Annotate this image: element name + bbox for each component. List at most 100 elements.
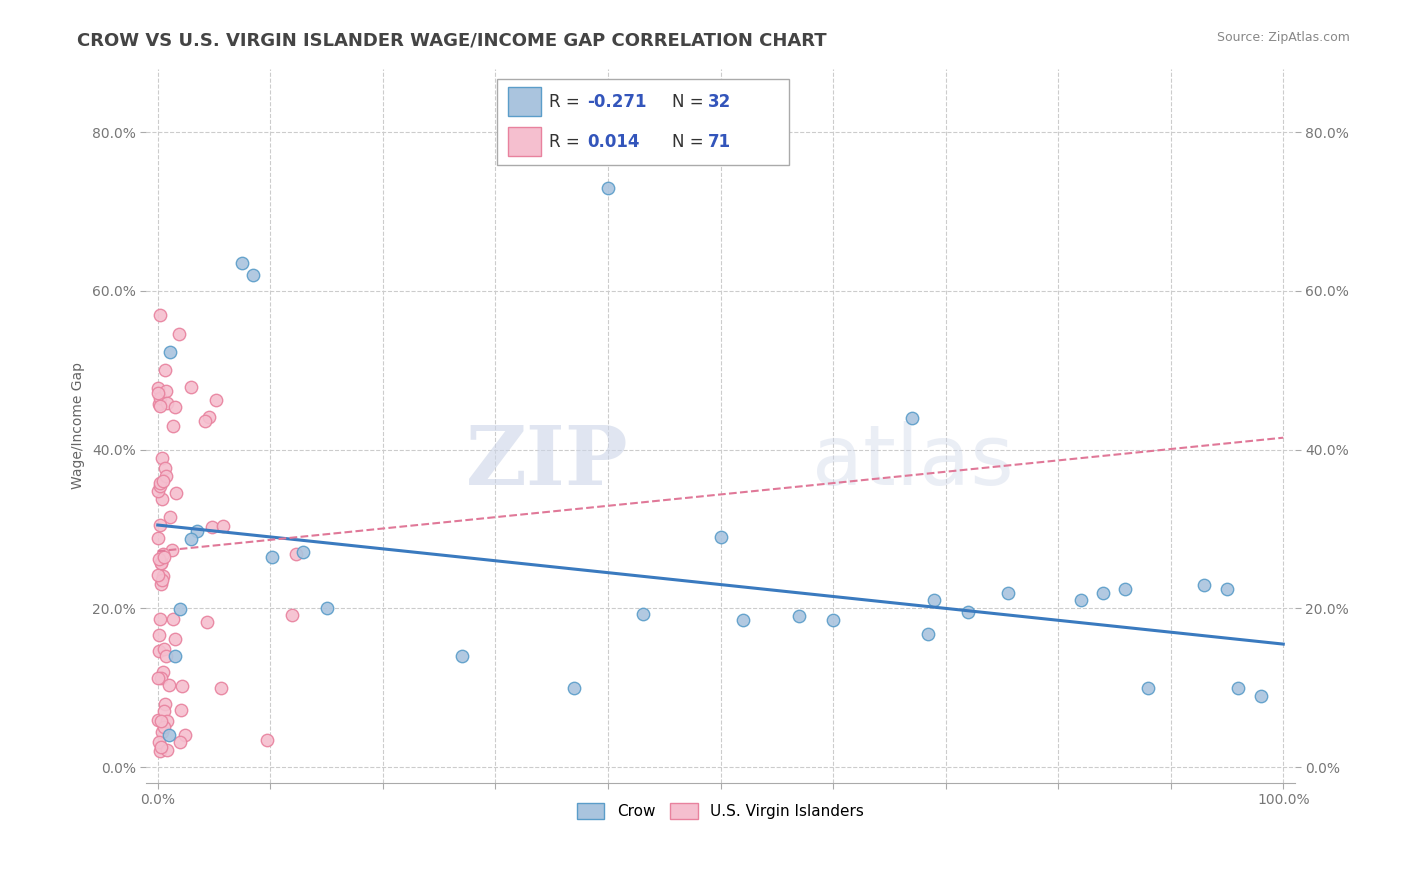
Point — [167, 327, 190, 342]
Point — [156, 395, 179, 409]
Legend: Crow, U.S. Virgin Islanders: Crow, U.S. Virgin Islanders — [571, 797, 870, 825]
Point — [149, 744, 172, 758]
Point — [150, 573, 173, 587]
Point — [157, 678, 180, 692]
Point — [162, 419, 184, 434]
Point — [1070, 593, 1092, 607]
Point — [292, 545, 315, 559]
Point — [450, 648, 472, 663]
Point — [901, 410, 924, 425]
Point — [211, 519, 233, 533]
Point — [156, 714, 179, 728]
Point — [787, 609, 810, 624]
Point — [709, 530, 731, 544]
Point — [209, 681, 232, 695]
Point — [562, 681, 585, 695]
Point — [596, 180, 619, 194]
Point — [152, 549, 174, 564]
Point — [197, 615, 219, 629]
Point — [165, 632, 187, 646]
Point — [159, 344, 181, 359]
Point — [146, 713, 169, 727]
Point — [997, 585, 1019, 599]
Point — [150, 671, 173, 685]
Point — [205, 393, 228, 408]
Point — [169, 602, 191, 616]
Point — [148, 628, 170, 642]
Point — [148, 552, 170, 566]
Point — [148, 643, 170, 657]
Point — [186, 524, 208, 538]
Point — [153, 363, 176, 377]
Point — [159, 510, 181, 524]
Point — [148, 531, 170, 545]
Point — [150, 491, 173, 506]
Point — [148, 397, 170, 411]
Point — [1137, 681, 1160, 695]
Point — [163, 648, 186, 663]
Point — [170, 703, 193, 717]
Point — [1114, 582, 1136, 596]
Point — [201, 519, 224, 533]
Text: CROW VS U.S. VIRGIN ISLANDER WAGE/INCOME GAP CORRELATION CHART: CROW VS U.S. VIRGIN ISLANDER WAGE/INCOME… — [77, 31, 827, 49]
Point — [231, 256, 253, 270]
Point — [149, 612, 172, 626]
Point — [148, 381, 170, 395]
Point — [180, 380, 202, 394]
Point — [149, 556, 172, 570]
Point — [165, 486, 187, 500]
Point — [631, 607, 654, 621]
Point — [194, 414, 217, 428]
Point — [152, 569, 174, 583]
Point — [174, 728, 197, 742]
Point — [160, 542, 183, 557]
Point — [146, 483, 169, 498]
Point — [262, 550, 284, 565]
Point — [148, 385, 170, 400]
Point — [917, 627, 939, 641]
Point — [152, 705, 174, 719]
Point — [152, 665, 174, 679]
Y-axis label: Wage/Income Gap: Wage/Income Gap — [72, 362, 86, 490]
Point — [148, 479, 170, 493]
Point — [156, 743, 179, 757]
Point — [149, 476, 172, 491]
Point — [157, 728, 180, 742]
Point — [150, 740, 173, 755]
Point — [150, 724, 173, 739]
Point — [152, 547, 174, 561]
Point — [148, 735, 170, 749]
Point — [1194, 577, 1216, 591]
Point — [1216, 582, 1239, 596]
Point — [180, 532, 202, 546]
Point — [170, 680, 193, 694]
Point — [152, 475, 174, 489]
Point — [1227, 681, 1250, 695]
Point — [153, 720, 176, 734]
Point — [155, 648, 177, 663]
Point — [285, 547, 308, 561]
Point — [150, 577, 173, 591]
Point — [162, 612, 184, 626]
Point — [155, 469, 177, 483]
Text: Source: ZipAtlas.com: Source: ZipAtlas.com — [1216, 31, 1350, 45]
Point — [149, 391, 172, 405]
Point — [281, 608, 304, 623]
Point — [242, 268, 264, 282]
Point — [823, 613, 845, 627]
Text: ZIP: ZIP — [465, 422, 628, 501]
Point — [149, 308, 172, 322]
Point — [149, 518, 172, 533]
Point — [155, 384, 177, 398]
Point — [731, 613, 754, 627]
Text: atlas: atlas — [813, 421, 1014, 502]
Point — [957, 605, 980, 619]
Point — [150, 714, 173, 728]
Point — [1092, 585, 1115, 599]
Point — [1250, 689, 1272, 703]
Point — [153, 697, 176, 711]
Point — [315, 601, 337, 615]
Point — [924, 593, 946, 607]
Point — [155, 461, 177, 475]
Point — [153, 642, 176, 657]
